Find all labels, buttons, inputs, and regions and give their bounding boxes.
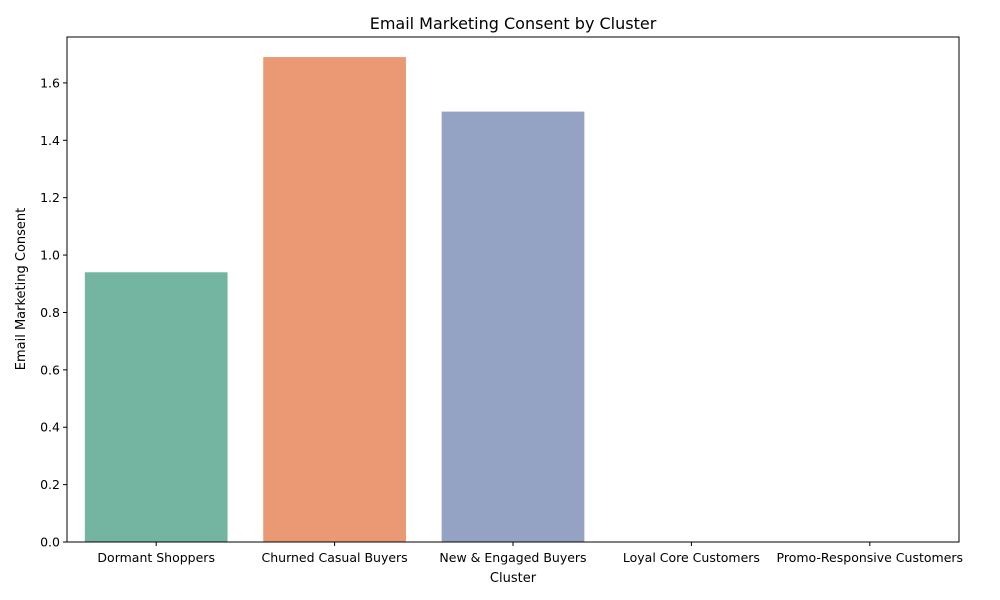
x-axis-label: Cluster [490, 571, 537, 586]
x-tick-label: New & Engaged Buyers [439, 550, 586, 565]
x-axis: Dormant Shoppers Churned Casual Buyers New… [97, 542, 963, 565]
plot-area [84, 57, 585, 543]
y-axis: 0.0 0.2 0.4 0.6 0.8 1.0 1.2 1.4 1.6 [40, 75, 67, 550]
bar-2 [441, 111, 585, 543]
x-tick-label: Loyal Core Customers [623, 550, 760, 565]
x-tick-label: Promo-Responsive Customers [777, 550, 964, 565]
x-tick-label: Churned Casual Buyers [262, 550, 408, 565]
y-tick-label: 1.4 [40, 133, 60, 148]
y-tick-label: 0.6 [40, 362, 60, 377]
y-tick-label: 0.4 [40, 420, 60, 435]
bar-0 [84, 272, 228, 542]
y-tick-label: 0.8 [40, 305, 60, 320]
y-tick-label: 0.2 [40, 477, 60, 492]
y-tick-label: 0.0 [40, 535, 60, 550]
y-axis-label: Email Marketing Consent [14, 208, 29, 371]
y-tick-label: 1.0 [40, 248, 60, 263]
x-tick-label: Dormant Shoppers [97, 550, 215, 565]
y-tick-label: 1.2 [40, 190, 60, 205]
y-tick-label: 1.6 [40, 75, 60, 90]
bar-1 [263, 57, 406, 542]
chart-title: Email Marketing Consent by Cluster [370, 14, 657, 33]
